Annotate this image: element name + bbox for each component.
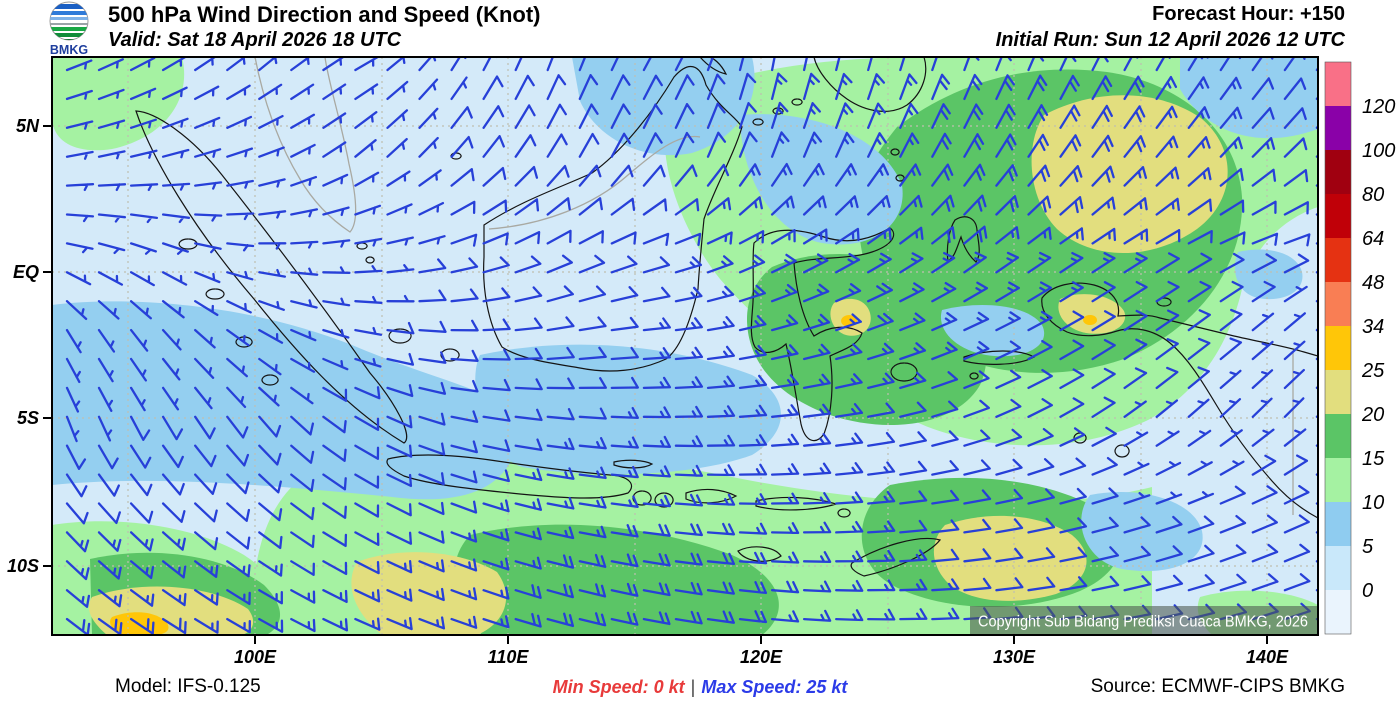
valid-time: Valid: Sat 18 April 2026 18 UTC [108,29,402,51]
colorbar-tick-label: 64 [1362,228,1384,250]
coastline [752,98,905,182]
colorbar-segment [1325,106,1351,150]
model-label: Model: IFS-0.125 [115,676,261,697]
speed-summary: Min Speed: 0 kt | Max Speed: 25 kt [553,677,848,698]
colorbar-tick-label: 0 [1362,580,1373,602]
min-speed-label: Min Speed: 0 kt [552,677,685,697]
coastline [946,216,980,263]
lon-label: 100E [234,647,277,667]
colorbar-tick-label: 80 [1362,184,1384,206]
colorbar-segment [1325,150,1351,194]
colorbar-segment [1325,238,1351,282]
colorbar-tick-label: 100 [1362,140,1395,162]
lon-label: 130E [993,647,1036,667]
copyright-bar [970,606,1318,635]
wind-barbs [65,57,1318,635]
map-area: Copyright Sub Bidang Prediksi Cuaca BMKG… [51,56,1319,636]
lon-label: 110E [488,647,530,667]
speed-region-5-10 [740,114,903,245]
page-title: 500 hPa Wind Direction and Speed (Knot) [108,2,541,27]
speed-region-15-20 [454,524,779,635]
logo-stripes [50,4,88,40]
speed-region-5-10 [475,344,781,475]
speed-region-5-10 [52,301,521,500]
lat-label: 5S [17,408,39,428]
colorbar-tick-label: 48 [1362,272,1384,294]
colorbar-tick-label: 15 [1362,448,1385,470]
colorbar-tick-label: 25 [1361,360,1385,382]
source-label: Source: ECMWF-CIPS BMKG [1090,676,1345,697]
colorbar-segment [1325,590,1351,634]
colorbar-tick-label: 5 [1362,536,1374,558]
colorbar-outline [1324,61,1352,635]
speed-region-5-10 [1234,249,1303,300]
map-border [51,56,1319,636]
copyright-text: Copyright Sub Bidang Prediksi Cuaca BMKG… [978,614,1308,631]
forecast-hour: Forecast Hour: +150 [1152,3,1345,25]
speed-region-5-10 [1180,57,1318,139]
initial-run: Initial Run: Sun 12 April 2026 12 UTC [995,29,1345,51]
coastline [737,546,782,562]
speed-region-5-10 [1081,492,1203,572]
colorbar-segment [1325,414,1351,458]
colorbar: 120 100 80 64 48 34 25 20 15 10 5 0 [1324,61,1395,635]
lat-label: EQ [13,262,39,282]
coastline-foreign [488,135,701,230]
colorbar-tick-label: 34 [1362,316,1384,338]
coastline [178,238,279,386]
coastline [1041,282,1318,519]
lat-label: 10S [7,556,39,576]
colorbar-segment [1325,194,1351,238]
speed-region-20-25 [1031,95,1228,253]
colorbar-tick-label: 10 [1362,492,1384,514]
colorbar-tick-label: 120 [1362,96,1395,118]
coastline [386,454,654,499]
lon-label: 140E [1246,647,1289,667]
speed-region-15-20 [747,253,987,425]
lat-label: 5N [16,116,40,136]
coastline-foreign [254,57,357,233]
logo-text: BMKG [50,43,88,57]
colorbar-segment [1325,370,1351,414]
colorbar-segment [1325,326,1351,370]
coastline [813,57,927,112]
speed-region-5-10 [572,57,755,156]
coastline [483,66,743,372]
speed-region-25-34 [1083,315,1098,325]
colorbar-segment [1325,282,1351,326]
max-speed-label: Max Speed: 25 kt [701,677,848,697]
colorbar-tick-label: 20 [1361,404,1384,426]
speed-separator: | [690,677,696,697]
colorbar-segment [1325,458,1351,502]
coastline [135,110,408,444]
colorbar-segment [1325,546,1351,590]
lon-label: 120E [740,647,783,667]
coastline [850,537,942,577]
speed-region-20-25 [1058,294,1126,334]
bmkg-logo: BMKG [49,1,89,57]
colorbar-segment [1325,62,1351,106]
colorbar-segment [1325,502,1351,546]
